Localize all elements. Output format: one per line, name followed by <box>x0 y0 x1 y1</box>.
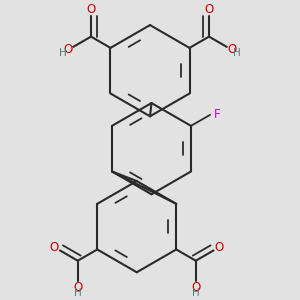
Text: O: O <box>191 280 200 294</box>
Text: O: O <box>214 241 224 254</box>
Text: H: H <box>74 288 82 298</box>
Text: O: O <box>64 43 73 56</box>
Text: H: H <box>59 48 67 58</box>
Text: O: O <box>50 241 59 254</box>
Text: O: O <box>73 280 83 294</box>
Text: O: O <box>86 3 96 16</box>
Text: H: H <box>192 288 200 298</box>
Text: H: H <box>233 48 241 58</box>
Text: O: O <box>227 43 236 56</box>
Text: O: O <box>204 3 214 16</box>
Text: F: F <box>214 108 221 121</box>
